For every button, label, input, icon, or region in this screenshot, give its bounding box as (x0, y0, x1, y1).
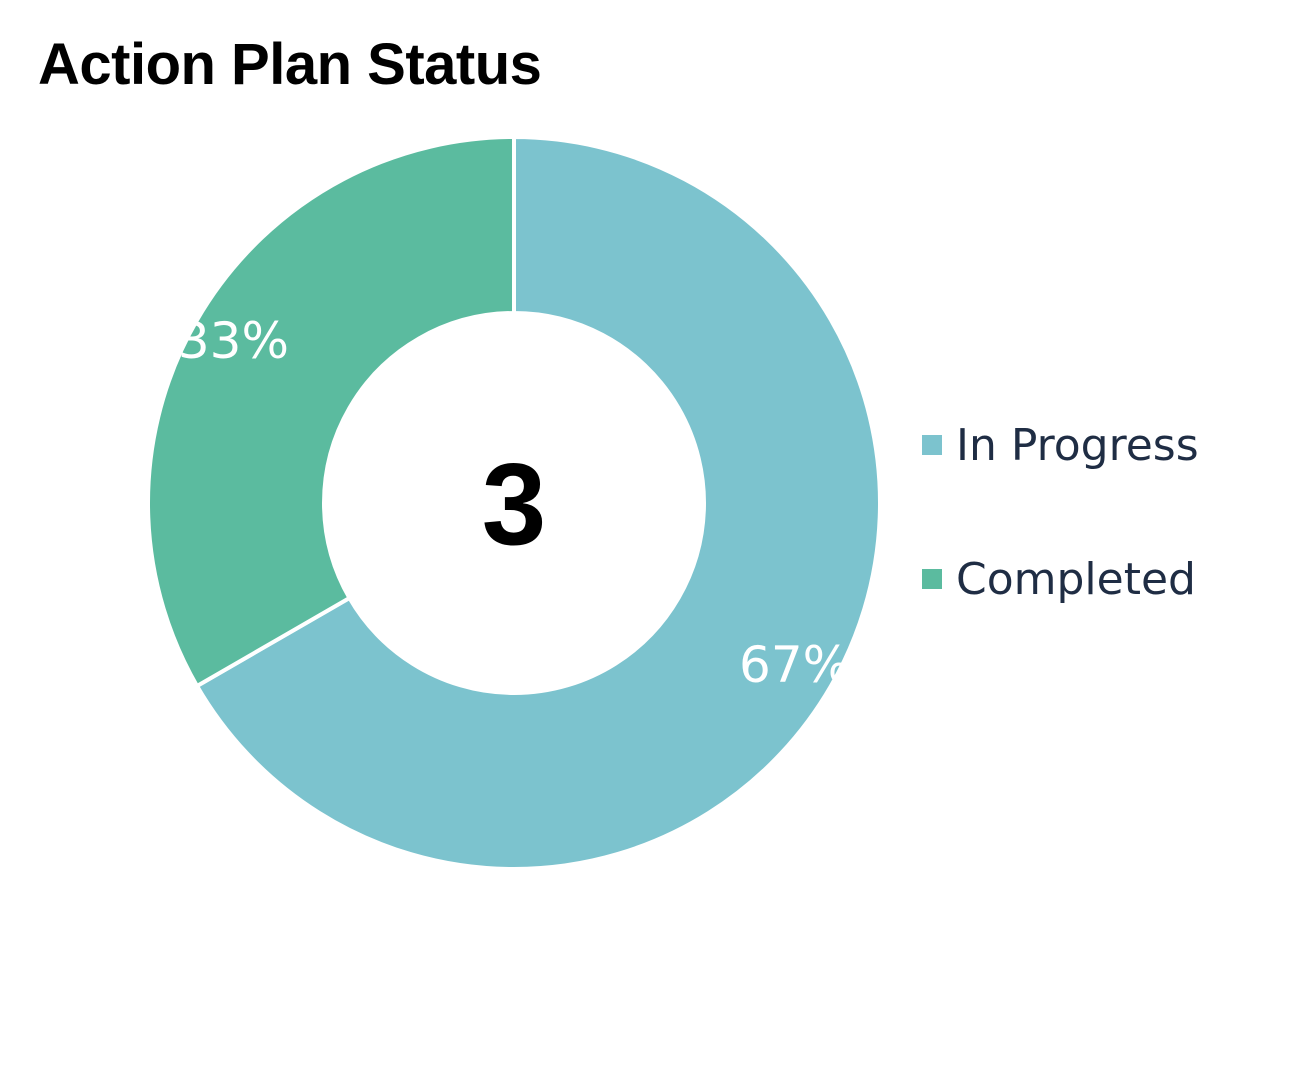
legend-label-completed: Completed (956, 553, 1196, 605)
legend-item-completed[interactable]: Completed (922, 550, 1199, 608)
legend-swatch-completed (922, 569, 942, 589)
legend-item-in-progress[interactable]: In Progress (922, 416, 1199, 474)
slice-completed[interactable] (146, 135, 516, 688)
slice-labels: 67% 33% (178, 312, 850, 694)
chart-title: Action Plan Status (38, 32, 542, 97)
center-value: 3 (482, 439, 547, 569)
slice-in-progress[interactable] (195, 135, 882, 871)
slice-label-in-progress: 67% (739, 636, 850, 694)
legend: In Progress Completed (922, 416, 1199, 684)
legend-label-in-progress: In Progress (956, 419, 1199, 471)
legend-swatch-in-progress (922, 435, 942, 455)
donut-slices (146, 135, 882, 871)
slice-label-completed: 33% (178, 312, 289, 370)
